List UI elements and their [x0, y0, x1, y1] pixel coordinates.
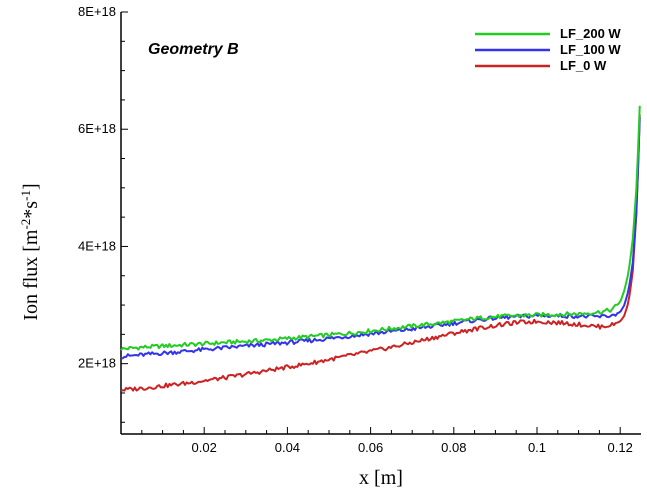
y-tick-label: 8E+18 — [78, 4, 116, 19]
y-axis-title-base: Ion flux [m — [20, 229, 42, 321]
x-tick-label: 0.1 — [528, 440, 546, 455]
x-tick-label: 0.06 — [358, 440, 383, 455]
legend-label-0: LF_200 W — [560, 26, 621, 41]
legend-label-2: LF_0 W — [560, 58, 607, 73]
x-tick-label: 0.08 — [441, 440, 466, 455]
series-line-2 — [120, 114, 641, 392]
geometry-annotation: Geometry B — [148, 41, 239, 58]
legend-label-1: LF_100 W — [560, 42, 621, 57]
axes — [120, 12, 641, 435]
series-line-0 — [120, 105, 641, 351]
x-tick-label: 0.02 — [192, 440, 217, 455]
y-tick-label: 6E+18 — [78, 121, 116, 136]
plot-series — [120, 105, 641, 392]
legend: LF_200 WLF_100 WLF_0 W — [475, 26, 621, 73]
y-axis-title-exp1: -2 — [18, 219, 33, 230]
x-tick-label: 0.12 — [608, 440, 633, 455]
y-axis-title: Ion flux [m-2*s-1] — [18, 183, 42, 320]
y-tick-label: 4E+18 — [78, 238, 116, 253]
y-axis-title-end: ] — [20, 183, 42, 190]
ticks: 0.02 0.04 0.06 0.08 0.1 0.12 2E+18 4E+18 6E+18 8E… — [78, 4, 633, 455]
x-axis-title: x [m] — [359, 467, 403, 489]
y-axis-title-mid: *s — [20, 201, 42, 219]
y-tick-label: 2E+18 — [78, 356, 116, 371]
x-tick-label: 0.04 — [275, 440, 300, 455]
y-axis-title-exp2: -1 — [18, 190, 33, 201]
